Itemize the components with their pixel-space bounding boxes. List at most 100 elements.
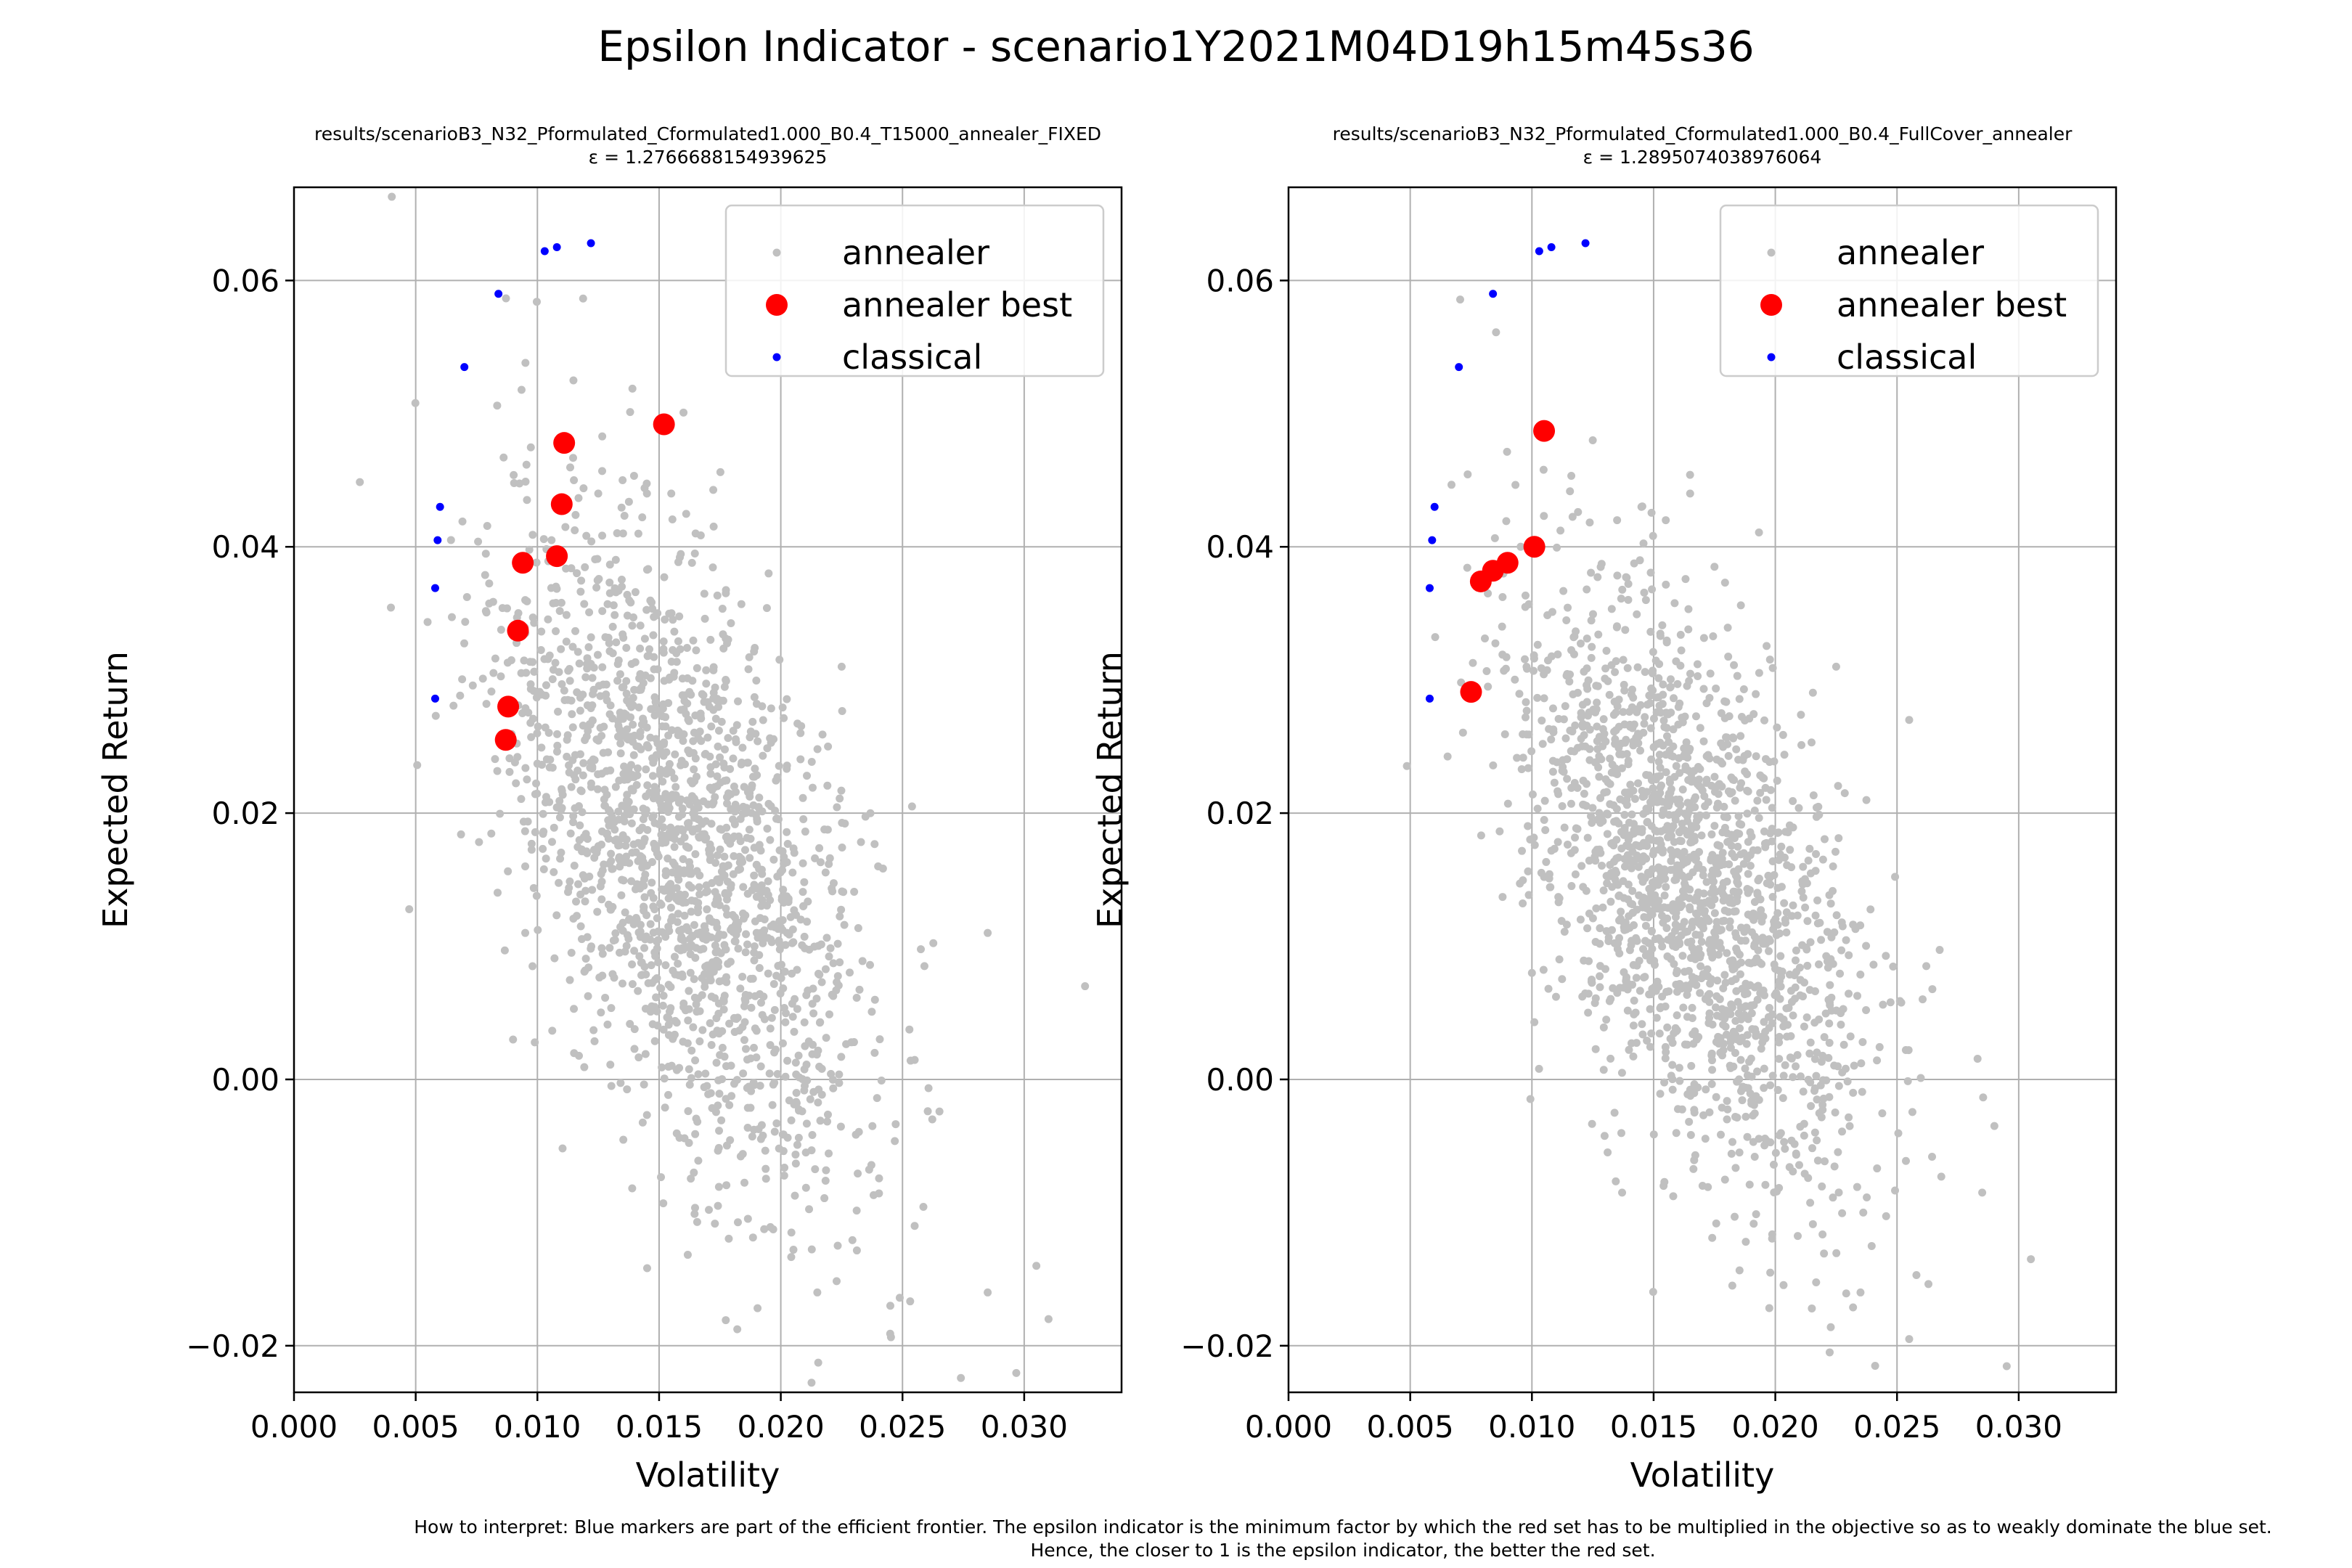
annealer-point [499, 453, 508, 462]
annealer-point [1605, 690, 1614, 699]
annealer-point [801, 828, 809, 836]
annealer-point [906, 1056, 915, 1065]
annealer-point [1732, 1035, 1741, 1044]
annealer-point [745, 653, 754, 661]
annealer-point [650, 844, 659, 853]
annealer-point [929, 939, 938, 947]
annealer-point [637, 841, 646, 850]
annealer-point [653, 739, 662, 748]
annealer-point [722, 677, 730, 685]
classical-point [552, 243, 561, 252]
annealer-point [1806, 938, 1815, 947]
annealer-point [742, 809, 751, 817]
annealer-point [1539, 465, 1548, 474]
annealer-point [767, 938, 776, 947]
annealer-point [666, 903, 675, 912]
annealer-point [618, 918, 627, 927]
annealer-point [1588, 610, 1597, 618]
annealer-point [1661, 1042, 1670, 1051]
annealer-point [589, 690, 597, 698]
annealer-point [1649, 1288, 1657, 1297]
annealer-point [665, 926, 674, 935]
annealer-point [1705, 1108, 1714, 1116]
annealer-point [565, 768, 573, 777]
annealer-point [668, 515, 677, 524]
annealer-point [1625, 707, 1634, 716]
annealer-point [1612, 804, 1621, 813]
annealer-point [1814, 802, 1823, 811]
annealer-point [624, 735, 632, 744]
annealer-point [1712, 755, 1721, 764]
annealer-point [573, 766, 582, 775]
annealer-point [1836, 969, 1845, 978]
annealer-point [1604, 933, 1613, 942]
annealer-point [1754, 946, 1763, 955]
annealer-point [794, 1133, 803, 1142]
annealer-point [565, 976, 574, 984]
annealer-point [1670, 694, 1678, 703]
annealer-point [711, 941, 719, 950]
annealer-point [1541, 826, 1550, 835]
annealer-point [1743, 1132, 1752, 1141]
annealer-point [767, 922, 775, 931]
annealer-point [1768, 663, 1777, 672]
annealer-point [1612, 1177, 1620, 1185]
annealer-point [539, 535, 548, 544]
annealer-point [1736, 732, 1745, 740]
annealer-point [547, 838, 556, 846]
annealer-point [1558, 801, 1567, 810]
annealer-point [1600, 1132, 1609, 1140]
annealer-point [1791, 983, 1800, 992]
annealer-point [705, 1206, 714, 1214]
annealer-point [836, 958, 844, 967]
annealer-point [1780, 1138, 1789, 1146]
annealer-point [623, 791, 632, 799]
annealer-point [749, 1079, 758, 1087]
annealer-point [719, 630, 727, 639]
annealer-point [1669, 900, 1678, 909]
annealer-point [1749, 910, 1757, 918]
annealer-point [567, 783, 576, 791]
annealer-point [788, 868, 797, 877]
annealer-point [1492, 328, 1500, 337]
annealer-point [1862, 942, 1871, 950]
annealer-point [1863, 1193, 1871, 1201]
x-tick-label: 0.025 [859, 1409, 946, 1445]
annealer-point [1613, 571, 1622, 580]
annealer-point [678, 804, 687, 813]
annealer-point [1753, 889, 1762, 897]
annealer-point [1688, 918, 1696, 927]
annealer-point [570, 476, 579, 485]
annealer-point [1805, 986, 1814, 995]
annealer-point [1675, 828, 1683, 836]
annealer-point [691, 850, 700, 859]
annealer-point [1622, 801, 1631, 809]
annealer-point [1720, 859, 1728, 868]
annealer-point [517, 795, 526, 804]
annealer-point [1606, 754, 1614, 763]
annealer-point [1646, 1005, 1654, 1013]
classical-point [540, 247, 549, 256]
annealer-point [1540, 816, 1548, 825]
annealer-point [587, 633, 595, 642]
annealer-point [607, 849, 616, 858]
footnote-line-1: How to interpret: Blue markers are part … [414, 1516, 2272, 1538]
annealer-point [786, 912, 795, 921]
annealer-point [587, 537, 596, 546]
annealer-point [740, 1036, 748, 1045]
annealer-point [1596, 793, 1605, 802]
annealer-point [1629, 1052, 1638, 1061]
annealer-point [1591, 1045, 1600, 1053]
annealer-point [1630, 559, 1638, 568]
annealer-point [1654, 897, 1663, 905]
annealer-point [743, 940, 751, 949]
annealer-point [1635, 956, 1643, 965]
annealer-point [800, 1065, 809, 1074]
annealer-point [706, 964, 715, 973]
annealer-point [712, 1014, 721, 1023]
annealer-point [1678, 1105, 1686, 1114]
annealer-point [478, 674, 487, 683]
annealer-point [613, 660, 622, 669]
annealer-point [1585, 909, 1593, 918]
annealer-point [1620, 862, 1629, 871]
